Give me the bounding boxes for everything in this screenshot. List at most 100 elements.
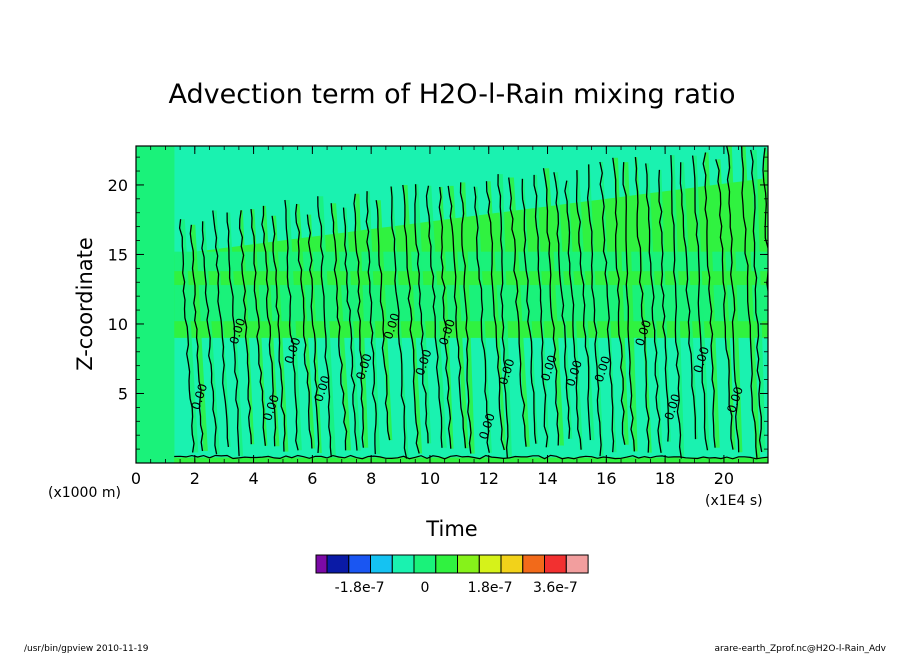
x-tick-label: 20 xyxy=(714,469,734,488)
contour-line xyxy=(201,221,218,455)
contour-line xyxy=(284,199,299,451)
stripe xyxy=(646,163,663,453)
colorbar: -1.8e-7 0 1.8e-7 3.6e-7 xyxy=(315,554,589,596)
contour-line xyxy=(599,161,615,453)
x-axis-label: Time xyxy=(425,517,477,541)
contour-line xyxy=(473,186,490,453)
contour-line xyxy=(365,191,377,455)
contour-line xyxy=(658,169,670,442)
contour-line xyxy=(306,214,320,454)
contour-lines xyxy=(174,146,768,460)
colorbar-swatch xyxy=(370,554,393,574)
y-tick-label: 15 xyxy=(108,245,128,264)
heatmap-stripes xyxy=(136,146,768,463)
contour-line xyxy=(317,196,332,458)
contour-line xyxy=(702,152,716,448)
stripe xyxy=(634,157,652,453)
stripe xyxy=(376,200,393,441)
x-tick-label: 14 xyxy=(537,469,557,488)
contour-line xyxy=(521,178,537,444)
stripe xyxy=(680,162,699,440)
stripe xyxy=(403,185,423,454)
contour-line xyxy=(250,209,267,446)
colorbar-swatch xyxy=(348,554,372,574)
colorbar-swatch xyxy=(391,554,415,574)
chart-title: Advection term of H2O-l-Rain mixing rati… xyxy=(169,79,736,110)
stripe xyxy=(740,146,761,459)
stripe xyxy=(414,184,432,444)
contour-line xyxy=(679,162,697,440)
contour-line xyxy=(425,185,443,448)
mid-band xyxy=(174,285,768,322)
contour-line xyxy=(645,163,662,453)
contour-line xyxy=(533,174,549,448)
colorbar-tick-label: 0 xyxy=(420,580,429,596)
contour-line xyxy=(670,155,683,459)
x-axis: 0 2 4 6 8 10 12 14 16 18 20 xyxy=(131,146,754,488)
heatmap-plot-area: 0.000.000.000.000.000.000.000.000.000.00… xyxy=(136,146,768,463)
y-tick-label: 20 xyxy=(108,176,128,195)
stripe xyxy=(461,182,475,454)
y-tick-label: 10 xyxy=(108,315,128,334)
x-tick-label: 16 xyxy=(596,469,616,488)
stripe xyxy=(318,196,336,458)
contour-line xyxy=(330,203,348,451)
contour-line xyxy=(459,182,472,454)
contour-line xyxy=(586,164,602,457)
colorbar-swatch xyxy=(544,554,567,574)
contour-line xyxy=(238,210,252,445)
colorbar-swatch xyxy=(457,554,480,574)
contour-line xyxy=(212,210,230,447)
colorbar-swatch xyxy=(565,554,589,574)
stripe xyxy=(727,146,743,453)
stripe xyxy=(717,159,736,450)
stripe xyxy=(180,219,199,453)
contour-line xyxy=(375,200,391,441)
stripe xyxy=(474,186,492,453)
x-tick-label: 4 xyxy=(248,469,258,488)
contour-line xyxy=(189,224,204,452)
colorbar-swatch xyxy=(326,554,350,574)
ground-contour xyxy=(174,454,768,460)
x-tick-label: 0 xyxy=(131,469,141,488)
upper-mid-band xyxy=(174,251,768,272)
y-axis: 5 10 15 20 xyxy=(108,156,768,450)
colorbar-swatch xyxy=(315,554,328,574)
stripe xyxy=(704,152,720,448)
colorbar-tick-label: 3.6e-7 xyxy=(533,580,578,596)
colorbar-tick-label: -1.8e-7 xyxy=(335,580,385,596)
y-tick-label: 5 xyxy=(118,384,128,403)
x-unit-label: (x1E4 s) xyxy=(705,493,763,509)
footer-right: arare-earth_Zprof.nc@H2O-l-Rain_Adv xyxy=(714,644,886,654)
colorbar-swatch xyxy=(435,554,459,574)
stripe xyxy=(343,207,361,451)
contour-line xyxy=(353,193,365,448)
contour-line xyxy=(497,174,509,459)
contour-line xyxy=(261,205,277,447)
stripe xyxy=(296,204,316,449)
contour-line xyxy=(564,180,582,450)
contour-line xyxy=(414,184,429,444)
colorbar-swatch xyxy=(413,554,437,574)
stripe xyxy=(763,147,768,273)
contour-line xyxy=(740,146,758,459)
contour-line xyxy=(271,215,286,452)
stripe xyxy=(565,180,583,450)
contour-line xyxy=(295,203,313,449)
y-axis-label: Z-coordinate xyxy=(73,237,97,371)
contour-line xyxy=(575,170,592,441)
colorbar-swatch xyxy=(478,554,502,574)
contour-line xyxy=(553,172,571,439)
colorbar-swatch xyxy=(500,554,524,574)
x-tick-label: 10 xyxy=(420,469,440,488)
contour-line xyxy=(542,168,560,446)
contour-line xyxy=(750,149,763,453)
x-tick-label: 6 xyxy=(307,469,317,488)
contour-line xyxy=(762,147,768,319)
stripe xyxy=(544,168,564,446)
x-tick-label: 8 xyxy=(366,469,376,488)
stripe xyxy=(752,149,766,452)
contour-line xyxy=(726,146,740,453)
x-tick-label: 2 xyxy=(190,469,200,488)
